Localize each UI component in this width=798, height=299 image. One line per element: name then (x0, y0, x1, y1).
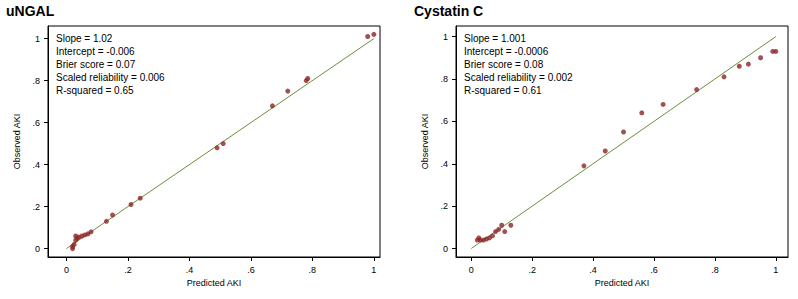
svg-text:.8: .8 (711, 265, 719, 275)
svg-text:1: 1 (773, 265, 778, 275)
svg-text:1: 1 (371, 265, 376, 275)
svg-text:Slope = 1.001: Slope = 1.001 (464, 33, 526, 44)
svg-text:0: 0 (443, 244, 448, 254)
svg-text:Brier score = 0.07: Brier score = 0.07 (56, 59, 136, 70)
svg-text:.8: .8 (309, 265, 317, 275)
svg-text:0: 0 (64, 265, 69, 275)
svg-text:.4: .4 (440, 159, 448, 169)
svg-text:Brier score = 0.08: Brier score = 0.08 (464, 59, 544, 70)
svg-text:0: 0 (469, 265, 474, 275)
svg-text:Scaled reliability = 0.006: Scaled reliability = 0.006 (56, 72, 165, 83)
svg-text:Predicted AKI: Predicted AKI (187, 278, 242, 288)
svg-text:.4: .4 (32, 160, 40, 170)
svg-text:Intercept = -0.006: Intercept = -0.006 (56, 46, 135, 57)
svg-text:.6: .6 (247, 265, 255, 275)
svg-text:Observed AKI: Observed AKI (420, 114, 430, 170)
svg-text:Cystatin C: Cystatin C (414, 3, 483, 19)
svg-text:Slope = 1.02: Slope = 1.02 (56, 33, 113, 44)
svg-text:.6: .6 (440, 116, 448, 126)
svg-text:.8: .8 (440, 74, 448, 84)
svg-text:.2: .2 (32, 202, 40, 212)
svg-text:.6: .6 (32, 118, 40, 128)
svg-text:uNGAL: uNGAL (6, 3, 55, 19)
svg-text:R-squared = 0.61: R-squared = 0.61 (464, 85, 542, 96)
svg-text:.2: .2 (440, 201, 448, 211)
svg-text:Predicted AKI: Predicted AKI (595, 278, 650, 288)
svg-text:.2: .2 (124, 265, 132, 275)
svg-text:Observed AKI: Observed AKI (12, 114, 22, 170)
svg-text:.4: .4 (589, 265, 597, 275)
svg-text:Intercept = -0.0006: Intercept = -0.0006 (464, 46, 549, 57)
svg-text:.6: .6 (650, 265, 658, 275)
svg-text:1: 1 (35, 34, 40, 44)
svg-text:0: 0 (35, 244, 40, 254)
svg-text:R-squared = 0.65: R-squared = 0.65 (56, 85, 134, 96)
svg-text:.4: .4 (186, 265, 194, 275)
svg-text:Scaled reliability = 0.002: Scaled reliability = 0.002 (464, 72, 573, 83)
svg-text:.2: .2 (528, 265, 536, 275)
svg-text:1: 1 (443, 32, 448, 42)
svg-text:.8: .8 (32, 76, 40, 86)
